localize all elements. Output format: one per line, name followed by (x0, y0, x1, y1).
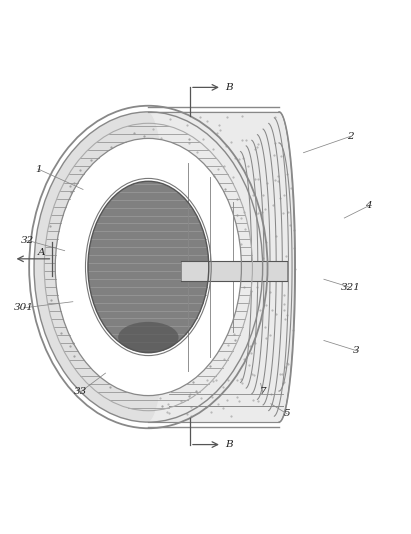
Text: 7: 7 (259, 387, 266, 396)
Text: A: A (38, 248, 45, 257)
Text: 3: 3 (353, 346, 360, 355)
Text: 4: 4 (365, 201, 372, 210)
Text: B: B (225, 83, 233, 92)
Polygon shape (148, 112, 296, 422)
Text: 5: 5 (284, 410, 291, 419)
Ellipse shape (34, 112, 263, 422)
Text: 33: 33 (74, 387, 88, 396)
Bar (181, 261, 287, 281)
Text: 301: 301 (14, 303, 34, 312)
Ellipse shape (55, 138, 241, 396)
Ellipse shape (118, 322, 178, 353)
Text: B: B (225, 440, 233, 449)
Text: 32: 32 (21, 236, 35, 245)
Text: 2: 2 (347, 132, 354, 141)
Ellipse shape (88, 181, 209, 353)
Polygon shape (148, 112, 296, 422)
Text: 321: 321 (340, 283, 360, 292)
Text: 1: 1 (35, 164, 42, 174)
